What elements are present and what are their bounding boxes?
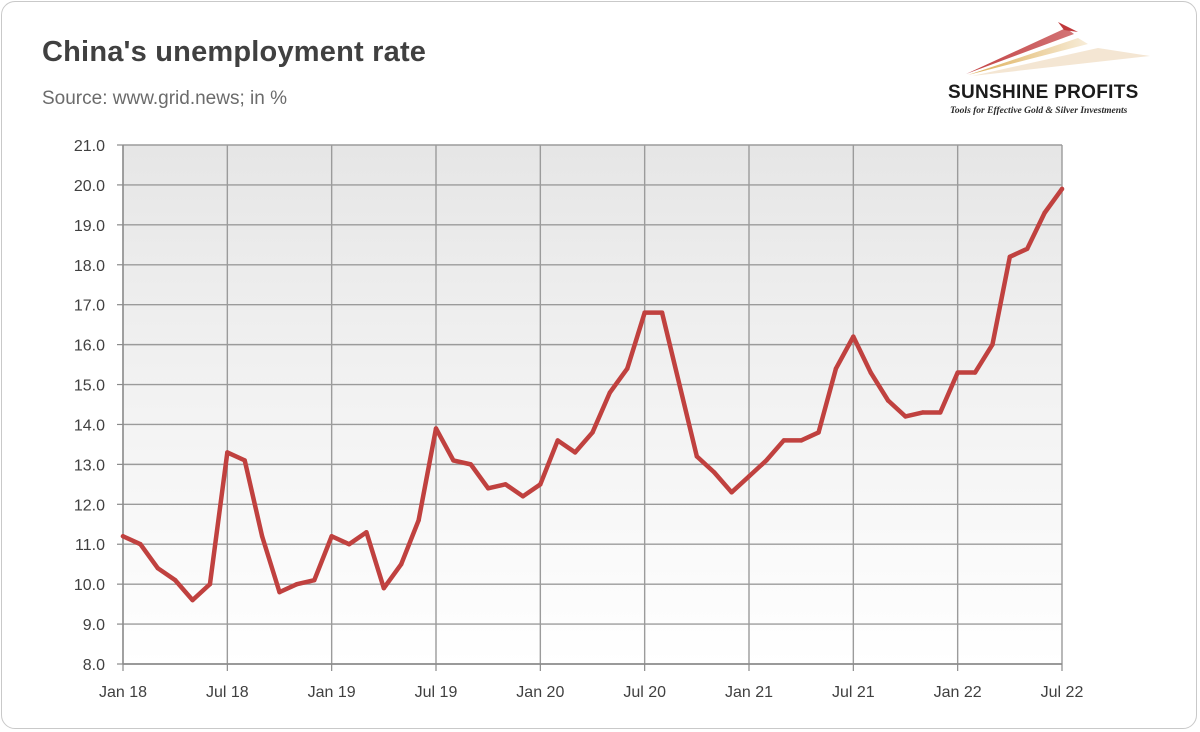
y-tick-label: 12.0 <box>74 497 105 514</box>
sunrise-rays-logo-icon <box>966 22 1150 76</box>
data-point <box>903 414 908 419</box>
data-point <box>329 534 334 539</box>
data-point <box>138 542 143 547</box>
y-tick-label: 16.0 <box>74 338 105 355</box>
data-point <box>259 534 265 539</box>
data-point <box>312 577 317 583</box>
data-point <box>1025 246 1030 251</box>
y-tick-label: 15.0 <box>74 378 105 395</box>
data-point <box>485 486 491 491</box>
brand-logo: SUNSHINE PROFITS Tools for Effective Gol… <box>938 20 1178 120</box>
y-tick-label: 21.0 <box>74 138 105 155</box>
data-point <box>851 334 856 339</box>
data-point <box>781 438 786 443</box>
data-point <box>868 370 873 375</box>
x-tick-label: Jul 20 <box>623 684 666 701</box>
data-point <box>190 597 195 603</box>
data-point <box>607 390 613 395</box>
data-point <box>242 458 247 463</box>
data-point <box>416 518 421 523</box>
y-tick-label: 14.0 <box>74 417 105 434</box>
data-point <box>346 542 352 547</box>
data-point <box>1059 186 1065 192</box>
logo-name: SUNSHINE PROFITS <box>948 82 1139 103</box>
data-point <box>833 366 839 371</box>
data-point <box>972 370 978 375</box>
data-point <box>677 382 682 387</box>
data-point <box>694 454 700 459</box>
data-point <box>590 430 595 435</box>
data-point <box>764 458 769 463</box>
data-point <box>1042 210 1047 216</box>
data-point <box>503 482 508 487</box>
chart-title: China's unemployment rate <box>42 36 427 68</box>
x-tick-label: Jul 22 <box>1041 684 1084 701</box>
logo-tagline: Tools for Effective Gold & Silver Invest… <box>950 106 1128 116</box>
y-tick-label: 11.0 <box>75 537 105 554</box>
data-point <box>746 474 752 479</box>
data-point <box>659 310 665 315</box>
x-tick-label: Jul 18 <box>206 684 249 701</box>
x-tick-label: Jul 19 <box>415 684 458 701</box>
x-tick-label: Jan 19 <box>308 684 356 701</box>
data-point <box>399 561 404 567</box>
data-point <box>225 450 230 455</box>
data-point <box>520 494 526 499</box>
data-point <box>381 585 387 591</box>
y-tick-label: 19.0 <box>74 218 105 235</box>
data-point <box>955 370 960 375</box>
y-tick-label: 9.0 <box>83 617 105 634</box>
x-tick-label: Jan 22 <box>934 684 982 701</box>
data-point <box>625 366 630 371</box>
data-point <box>364 530 369 535</box>
data-point <box>172 577 178 583</box>
data-point <box>572 450 578 455</box>
chart-subtitle: Source: www.grid.news; in % <box>42 88 287 109</box>
data-point <box>798 438 804 443</box>
data-point <box>451 458 456 463</box>
y-tick-label: 13.0 <box>74 457 105 474</box>
y-tick-label: 18.0 <box>74 258 105 275</box>
data-point <box>729 490 734 495</box>
y-tick-label: 8.0 <box>83 657 105 674</box>
x-tick-label: Jan 18 <box>99 684 147 701</box>
data-point <box>468 462 473 467</box>
data-point <box>885 398 891 403</box>
data-point <box>642 310 647 315</box>
data-point <box>155 565 160 571</box>
data-point <box>294 581 300 587</box>
y-tick-label: 10.0 <box>74 577 105 594</box>
plot-area <box>123 145 1062 664</box>
data-point <box>816 430 821 435</box>
data-point <box>207 581 213 587</box>
data-point <box>938 410 943 415</box>
x-tick-label: Jan 21 <box>725 684 773 701</box>
data-point <box>120 534 126 539</box>
data-point <box>920 410 926 415</box>
data-point <box>1007 254 1013 259</box>
x-tick-label: Jul 21 <box>832 684 875 701</box>
y-tick-label: 20.0 <box>74 178 105 195</box>
data-point <box>712 470 717 475</box>
data-point <box>538 482 543 487</box>
x-tick-label: Jan 20 <box>516 684 564 701</box>
y-tick-label: 17.0 <box>74 298 105 315</box>
data-point <box>433 426 439 431</box>
data-point <box>990 342 995 347</box>
data-point <box>555 438 560 443</box>
data-point <box>277 589 282 595</box>
